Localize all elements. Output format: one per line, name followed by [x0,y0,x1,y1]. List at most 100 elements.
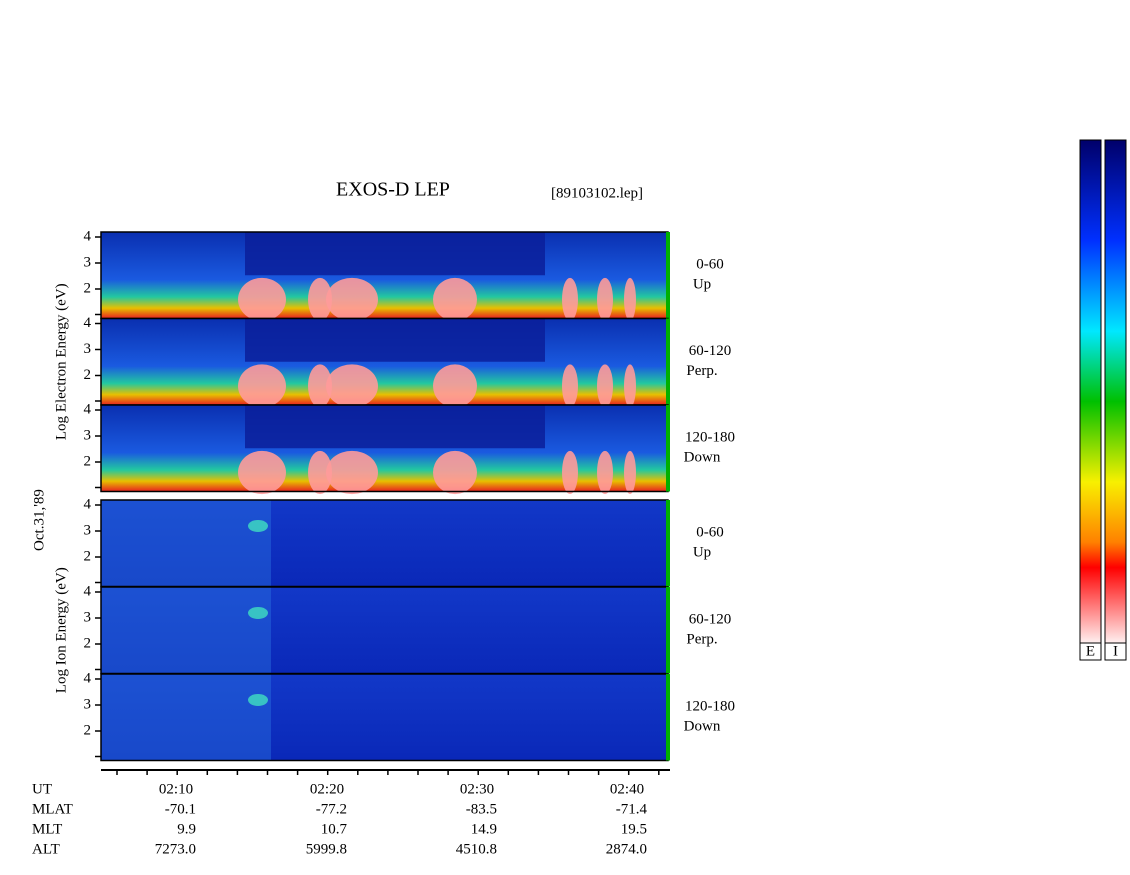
panel-edge [666,318,670,405]
y-tick-label: 2 [84,548,92,564]
y-tick-label: 4 [84,401,92,417]
row-value: 2874.0 [606,841,647,857]
y-tick-label: 3 [84,696,92,712]
spectrogram-region [101,674,271,761]
row-value: 19.5 [621,821,647,837]
colorbar [1104,139,1127,644]
row-value: 02:10 [159,781,193,797]
panel-edge [666,500,670,587]
spectrogram-feature [326,364,378,408]
direction-label: Up [693,276,711,292]
y-tick-label: 3 [84,254,92,270]
colorbar-label: I [1113,643,1118,659]
row-value: -71.4 [616,801,648,817]
y-tick-label: 2 [84,367,92,383]
direction-label: Up [693,544,711,560]
angle-label: 0-60 [696,524,724,540]
spectrogram-feature [624,277,636,322]
y-tick-label: 2 [84,635,92,651]
panel-edge [666,587,670,674]
spectrogram-feature [238,364,286,408]
panel-edge [666,405,670,492]
y-axis-label: Log Ion Energy (eV) [53,567,69,693]
colorbar-label-box [1079,642,1102,661]
spectrogram-feature [562,450,578,495]
spectrogram [101,674,668,761]
date-label: Oct.31,'89 [31,489,47,551]
direction-label: Down [684,449,721,465]
direction-label: Perp. [686,631,717,647]
row-name: ALT [32,841,60,857]
row-value: -83.5 [466,801,497,817]
spectrogram-feature [248,606,268,619]
spectrogram-feature [597,364,613,408]
spectrogram-feature [248,519,268,532]
spectrogram-region [245,318,545,362]
panel-edge [666,232,670,319]
angle-label: 60-120 [689,343,732,359]
y-tick-label: 4 [84,315,92,331]
row-value: 02:30 [460,781,494,797]
panels: Log Electron Energy (eV) 2 3 4 0-60 Up 2 3 4 60-1… [53,228,735,762]
spectrogram-feature [326,450,378,495]
spectrogram-region [245,232,545,276]
row-value: -70.1 [165,801,196,817]
spectrogram-region [101,500,271,587]
spectrogram-region [101,587,271,674]
row-value: -77.2 [316,801,347,817]
spectrogram-feature [238,277,286,322]
spectrogram-feature [248,693,268,706]
spectrogram [101,500,668,587]
spectrogram-feature [597,277,613,322]
colorbar-label-box [1104,642,1127,661]
row-name: MLAT [32,801,73,817]
row-value: 9.9 [177,821,196,837]
spectrogram [101,587,668,674]
spectrogram-feature [433,277,477,322]
angle-label: 120-180 [685,698,735,714]
spectrogram-feature [326,277,378,322]
spectrogram-feature [238,450,286,495]
colorbar [1079,139,1102,644]
y-tick-label: 3 [84,427,92,443]
row-value: 02:40 [610,781,644,797]
title: EXOS-D LEP [336,179,450,201]
spectrogram-feature [624,364,636,408]
row-value: 7273.0 [155,841,196,857]
spectrogram-feature [562,364,578,408]
row-value: 02:20 [310,781,344,797]
row-name: MLT [32,821,62,837]
angle-label: 120-180 [685,429,735,445]
y-tick-label: 2 [84,280,92,296]
row-value: 4510.8 [456,841,497,857]
y-tick-label: 3 [84,609,92,625]
angle-label: 60-120 [689,611,732,627]
spectrogram-feature [308,277,332,322]
panel-edge [666,674,670,761]
y-tick-label: 4 [84,228,92,244]
direction-label: Down [684,718,721,734]
y-tick-label: 3 [84,341,92,357]
y-tick-label: 4 [84,496,92,512]
spectrogram-feature [433,364,477,408]
time-axis: UT 02:10 02:20 02:30 02:40 MLAT -70.1 -77.2 -83.… [32,769,670,857]
y-tick-label: 2 [84,722,92,738]
row-value: 10.7 [321,821,348,837]
y-tick-label: 4 [84,583,92,599]
spectrogram-feature [308,450,332,495]
y-tick-label: 3 [84,522,92,538]
spectrogram-feature [308,364,332,408]
spectrogram-region [245,405,545,449]
spectrogram-feature [562,277,578,322]
row-name: UT [32,781,52,797]
spectrogram-feature [597,450,613,495]
row-value: 5999.8 [306,841,347,857]
y-axis-label: Log Electron Energy (eV) [53,283,69,440]
spectrogram-feature [433,450,477,495]
spectrogram-feature [624,450,636,495]
file-name: [89103102.lep] [551,185,643,201]
colorbar-label: E [1086,643,1095,659]
angle-label: 0-60 [696,256,724,272]
